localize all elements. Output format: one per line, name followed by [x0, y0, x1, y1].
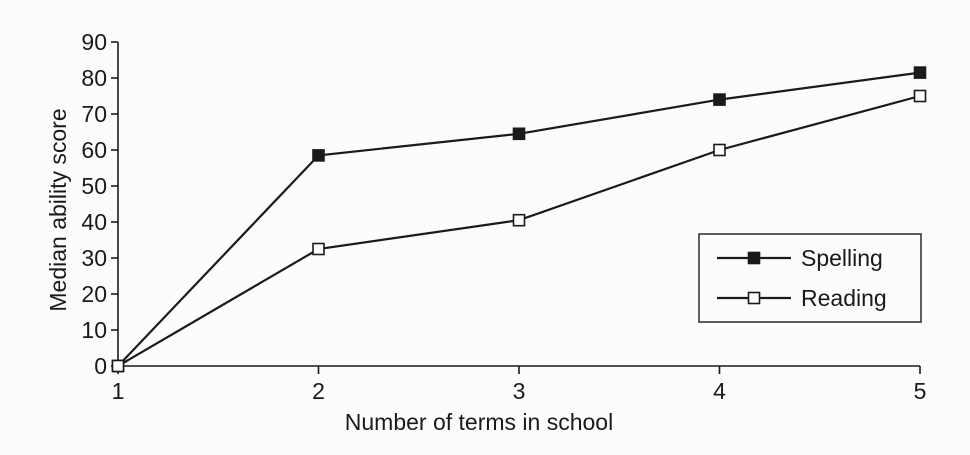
data-point-reading — [312, 242, 325, 256]
y-tick-label: 0 — [94, 353, 107, 379]
y-tick-label: 20 — [81, 281, 107, 307]
data-point-reading — [512, 213, 526, 227]
legend-marker — [747, 251, 761, 265]
legend-item-spelling: Spelling — [717, 245, 883, 271]
y-tick-label: 50 — [81, 173, 107, 199]
data-point-spelling — [913, 66, 927, 79]
legend-item-reading: Reading — [717, 285, 887, 311]
series-group — [111, 66, 927, 373]
data-point-reading — [713, 143, 726, 157]
x-tick-label: 1 — [112, 378, 125, 404]
x-tick-label: 3 — [513, 378, 526, 404]
data-point-spelling — [312, 149, 325, 162]
data-point-reading — [111, 359, 125, 373]
y-tick-label: 60 — [81, 137, 107, 163]
y-tick-label: 70 — [81, 101, 107, 127]
y-tick-label: 90 — [81, 29, 107, 55]
legend-label: Reading — [801, 285, 887, 311]
legend-marker — [747, 291, 761, 305]
legend: Spelling Reading — [698, 233, 922, 323]
y-tick-label: 40 — [81, 209, 107, 235]
legend-box — [698, 233, 922, 323]
legend-items: Spelling Reading — [717, 245, 887, 311]
x-tick-label: 5 — [914, 378, 927, 404]
series-reading — [111, 89, 927, 373]
data-point-spelling — [713, 93, 726, 106]
y-axis-title: Median ability score — [45, 108, 71, 311]
y-tick-label: 10 — [81, 317, 107, 343]
y-axis-ticks: 0 10 20 30 40 50 60 70 80 90 — [81, 29, 118, 379]
legend-label: Spelling — [801, 245, 883, 271]
y-tick-label: 80 — [81, 65, 107, 91]
x-tick-label: 2 — [312, 378, 325, 404]
x-axis-ticks: 1 2 3 4 5 — [112, 366, 927, 404]
x-axis-title: Number of terms in school — [345, 409, 613, 435]
y-tick-label: 30 — [81, 245, 107, 271]
x-tick-label: 4 — [713, 378, 726, 404]
data-point-reading — [913, 89, 927, 103]
data-point-spelling — [512, 127, 526, 141]
